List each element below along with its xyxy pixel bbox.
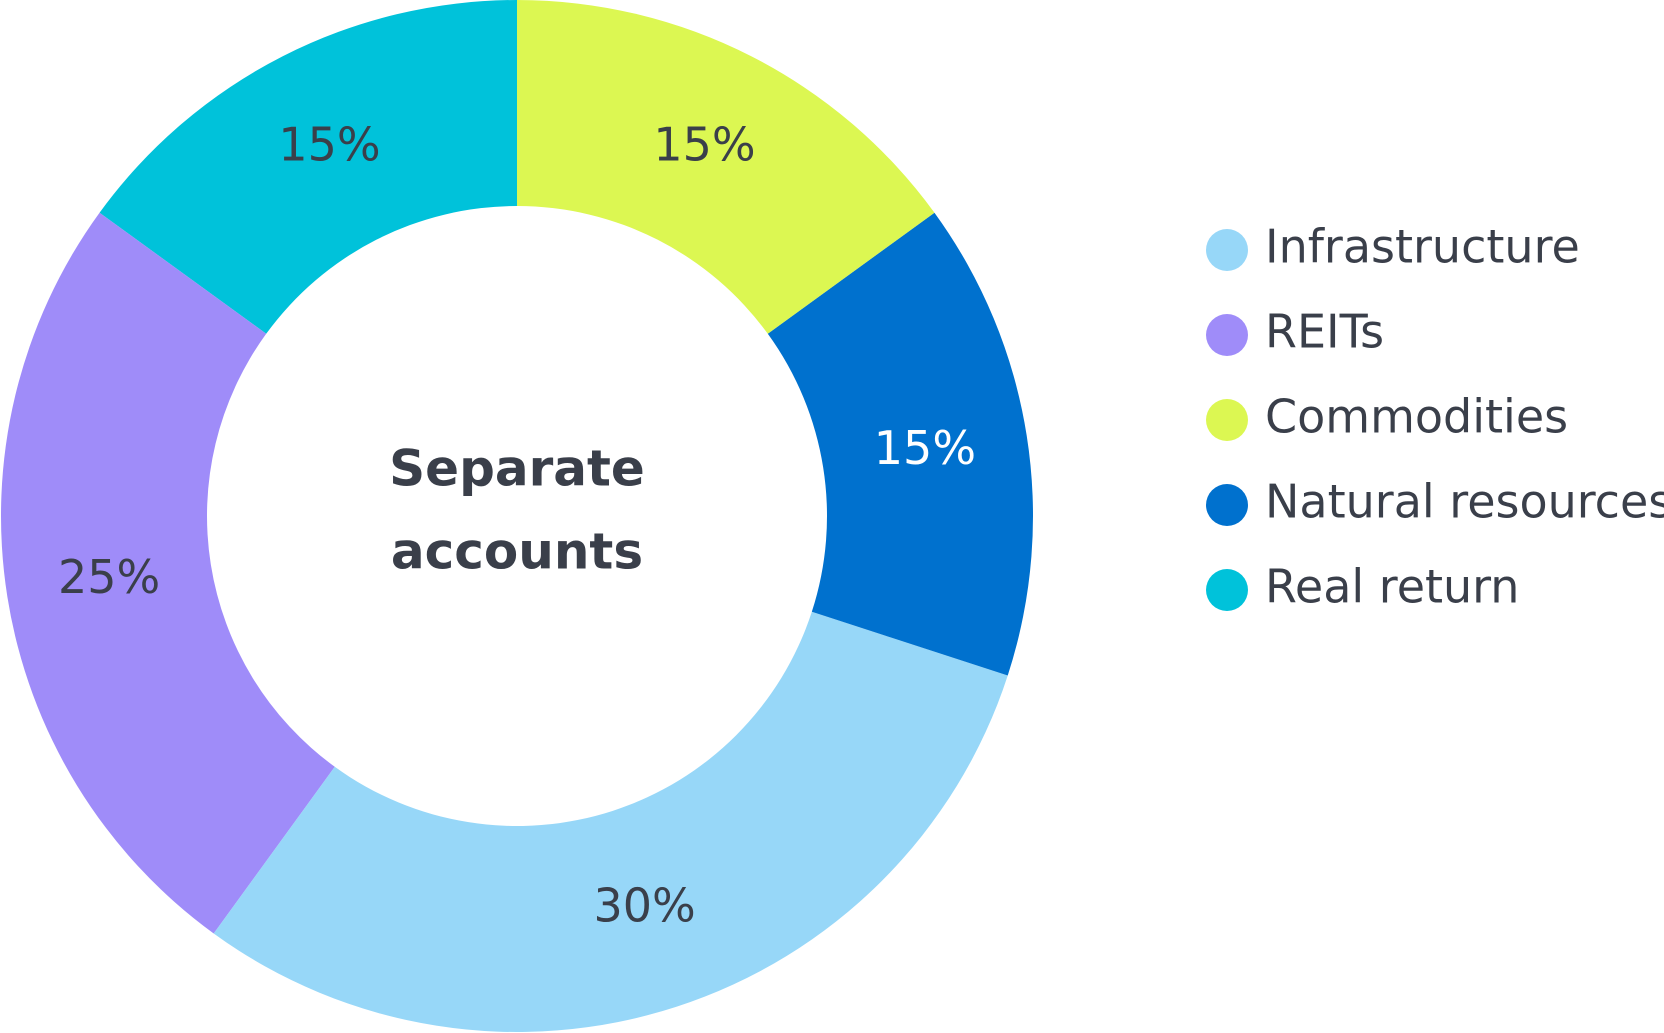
legend-swatch bbox=[1206, 229, 1248, 271]
slice bbox=[767, 212, 1033, 676]
legend-swatch bbox=[1206, 484, 1248, 526]
slice bbox=[99, 0, 517, 334]
value-label: 30% bbox=[593, 878, 695, 932]
value-label: 15% bbox=[278, 118, 380, 172]
slice bbox=[517, 0, 935, 334]
legend-label: Natural resources bbox=[1265, 475, 1664, 529]
value-label: 15% bbox=[874, 421, 976, 475]
legend-label: Real return bbox=[1265, 560, 1519, 614]
value-label: 15% bbox=[653, 118, 755, 172]
value-label: 25% bbox=[58, 550, 160, 604]
center-label: accounts bbox=[391, 523, 643, 581]
slice bbox=[213, 611, 1008, 1032]
legend-swatch bbox=[1206, 314, 1248, 356]
slice bbox=[0, 212, 335, 934]
legend-label: REITs bbox=[1265, 305, 1384, 359]
center-label: Separate bbox=[389, 440, 645, 498]
legend-swatch bbox=[1206, 399, 1248, 441]
legend-swatch bbox=[1206, 569, 1248, 611]
legend-label: Commodities bbox=[1265, 390, 1568, 444]
legend-label: Infrastructure bbox=[1265, 220, 1580, 274]
